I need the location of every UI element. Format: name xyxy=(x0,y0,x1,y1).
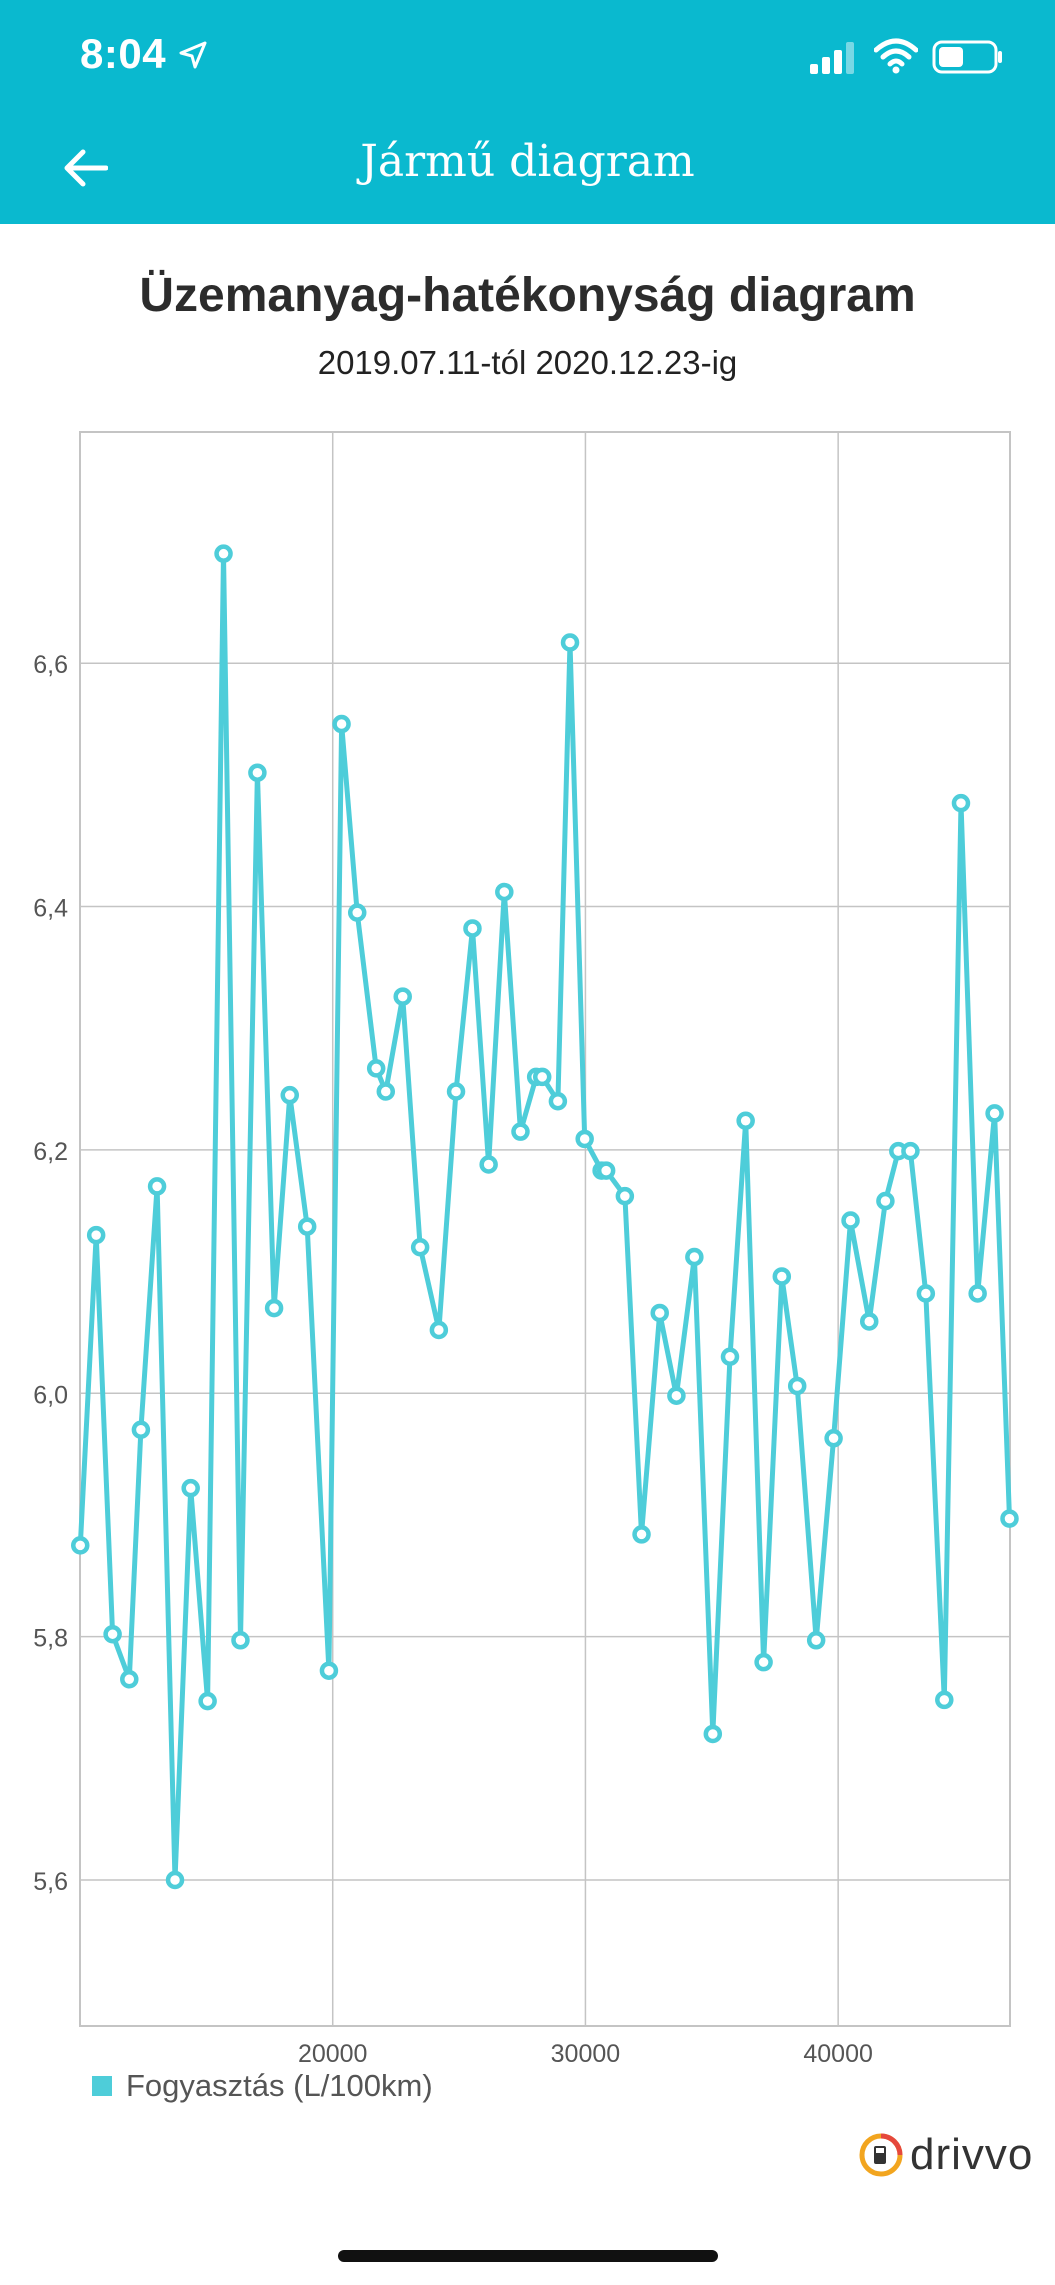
data-point xyxy=(632,1525,651,1544)
data-point xyxy=(951,793,971,813)
drivvo-fuel-icon xyxy=(859,2133,903,2177)
data-point xyxy=(1000,1509,1019,1528)
data-point xyxy=(985,1104,1004,1123)
data-point xyxy=(319,1661,339,1680)
wifi-icon xyxy=(874,38,918,74)
data-point xyxy=(429,1320,449,1340)
data-point xyxy=(859,1312,879,1331)
data-point xyxy=(264,1298,284,1318)
chart-title: Üzemanyag-hatékonyság diagram xyxy=(139,269,916,322)
page-title: Jármű diagram xyxy=(360,136,695,187)
data-point xyxy=(131,1420,151,1440)
data-point xyxy=(297,1217,317,1236)
data-point xyxy=(120,1669,139,1689)
back-button[interactable] xyxy=(50,138,120,198)
fuel-efficiency-line-chart: 5,6 5,8 6,0 6,2 6,4 6,6 20000 30000 40000 xyxy=(33,431,1019,2068)
data-point xyxy=(495,882,514,902)
data-point xyxy=(560,633,580,652)
chart-legend: Fogyasztás (L/100km) xyxy=(92,2068,433,2104)
data-point xyxy=(198,1691,217,1711)
data-point xyxy=(575,1129,594,1149)
series-line xyxy=(77,551,1012,1883)
data-point xyxy=(71,1536,90,1555)
x-tick-label: 40000 xyxy=(803,2040,873,2068)
brand-name: drivvo xyxy=(910,2130,1034,2179)
drivvo-logo: drivvo xyxy=(858,2130,1033,2180)
legend-swatch xyxy=(92,2076,112,2096)
location-arrow-icon xyxy=(179,41,207,69)
data-point xyxy=(103,1624,122,1644)
y-tick-label: 6,6 xyxy=(33,651,68,679)
data-point xyxy=(841,1211,860,1230)
data-point xyxy=(548,1091,568,1111)
data-point xyxy=(596,1161,616,1180)
legend-label: Fogyasztás (L/100km) xyxy=(126,2068,433,2103)
y-tick-label: 5,6 xyxy=(33,1868,68,1896)
data-point xyxy=(650,1303,669,1323)
data-point xyxy=(787,1376,807,1396)
data-point xyxy=(181,1478,200,1498)
data-point xyxy=(754,1652,773,1672)
data-point xyxy=(376,1082,396,1101)
data-point xyxy=(347,903,367,922)
data-point xyxy=(736,1111,755,1130)
data-point xyxy=(248,763,267,782)
app-bar: 8:04 Jármű diagram xyxy=(0,0,1055,224)
data-point xyxy=(214,544,233,563)
data-point xyxy=(901,1141,920,1161)
data-point xyxy=(410,1238,430,1257)
data-point xyxy=(86,1225,106,1245)
data-point xyxy=(463,919,482,938)
data-point xyxy=(667,1386,686,1405)
data-point xyxy=(231,1631,250,1650)
data-point xyxy=(532,1067,552,1087)
data-point xyxy=(147,1177,167,1196)
data-point xyxy=(968,1284,987,1303)
data-point xyxy=(615,1186,635,1206)
data-point xyxy=(332,714,351,734)
data-point xyxy=(935,1690,954,1710)
y-tick-label: 6,2 xyxy=(33,1138,68,1166)
cellular-signal-icon xyxy=(810,42,854,74)
data-point xyxy=(479,1155,498,1174)
data-point xyxy=(165,1870,185,1890)
x-tick-label: 30000 xyxy=(551,2040,621,2068)
y-tick-label: 5,8 xyxy=(33,1625,68,1653)
y-tick-label: 6,4 xyxy=(33,895,68,923)
data-point xyxy=(685,1247,704,1267)
data-point xyxy=(824,1429,843,1448)
plot-frame xyxy=(79,431,1011,2027)
data-point xyxy=(772,1267,792,1286)
data-point xyxy=(876,1191,895,1211)
data-point xyxy=(916,1284,936,1303)
arrow-left-icon xyxy=(64,149,108,187)
data-point xyxy=(703,1724,723,1744)
data-point xyxy=(366,1059,386,1078)
data-point xyxy=(511,1122,530,1141)
data-point xyxy=(720,1347,740,1367)
battery-icon xyxy=(932,40,1002,74)
data-point xyxy=(280,1085,300,1105)
data-point xyxy=(393,987,412,1006)
data-point xyxy=(806,1631,826,1650)
chart-subtitle: 2019.07.11-tól 2020.12.23-ig xyxy=(317,344,738,381)
x-tick-label: 20000 xyxy=(298,2040,368,2068)
data-point xyxy=(446,1082,466,1101)
status-time: 8:04 xyxy=(80,30,167,77)
home-indicator[interactable] xyxy=(338,2250,718,2262)
y-tick-label: 6,0 xyxy=(33,1381,68,1409)
